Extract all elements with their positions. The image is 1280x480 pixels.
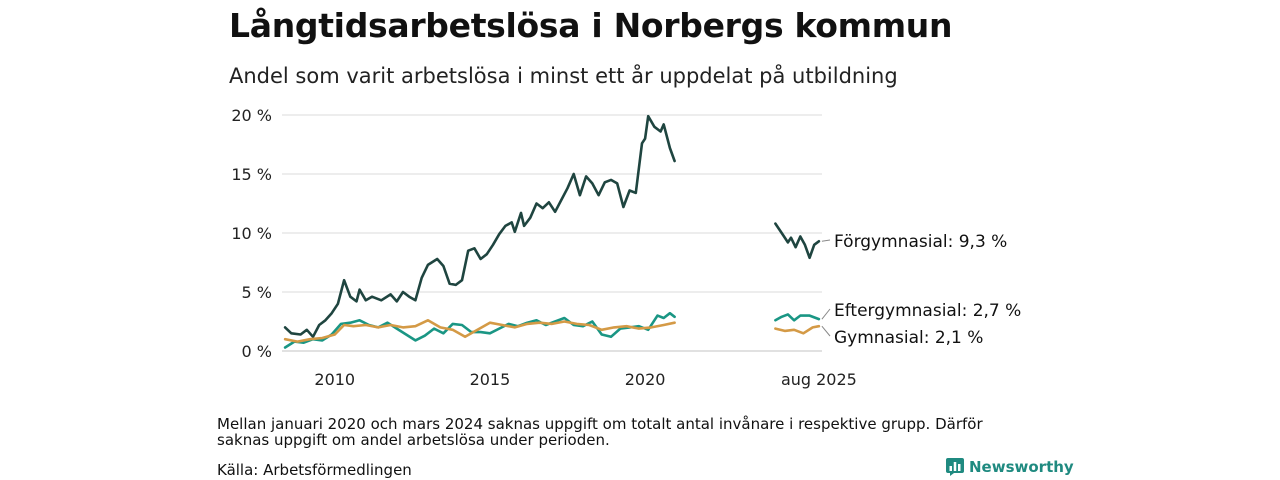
bar-chart-icon <box>946 458 964 476</box>
y-tick-label: 5 % <box>242 283 272 302</box>
chart-title: Långtidsarbetslösa i Norbergs kommun <box>229 6 953 45</box>
label-leader-line <box>821 308 831 320</box>
series-line-gymnasial <box>774 324 821 335</box>
x-tick-label: aug 2025 <box>781 370 857 389</box>
brand-logo: Newsworthy <box>946 458 1074 476</box>
series-end-label-gymnasial: Gymnasial: 2,1 % <box>834 328 983 348</box>
y-tick-label: 20 % <box>231 106 272 125</box>
y-tick-label: 10 % <box>231 224 272 243</box>
series-end-label-eftergymnasial: Eftergymnasial: 2,7 % <box>834 301 1021 321</box>
series-line-eftergymnasial <box>283 311 676 349</box>
series-line-förgymnasial <box>774 222 821 260</box>
series-line-gymnasial <box>283 319 676 343</box>
y-tick-label: 0 % <box>242 342 272 361</box>
y-tick-label: 15 % <box>231 165 272 184</box>
footnote: Mellan januari 2020 och mars 2024 saknas… <box>217 415 983 449</box>
x-tick-label: 2010 <box>314 370 355 389</box>
series-line-eftergymnasial <box>774 313 821 322</box>
label-leader-line <box>821 239 831 242</box>
x-tick-label: 2020 <box>625 370 666 389</box>
series-end-label-förgymnasial: Förgymnasial: 9,3 % <box>834 232 1007 252</box>
chart-subtitle: Andel som varit arbetslösa i minst ett å… <box>229 64 898 88</box>
label-leader-line <box>821 325 831 337</box>
x-tick-label: 2015 <box>470 370 511 389</box>
source-note: Källa: Arbetsförmedlingen <box>217 461 412 479</box>
series-line-förgymnasial <box>283 114 676 339</box>
brand-name: Newsworthy <box>969 458 1074 476</box>
